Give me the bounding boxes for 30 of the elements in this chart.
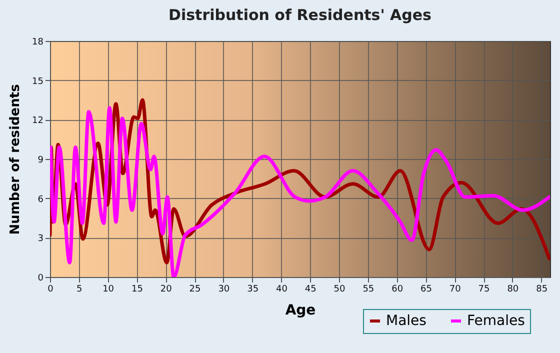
- y-tick-label: 3: [38, 234, 44, 244]
- legend-label: Females: [467, 313, 525, 329]
- x-tick-label: 70: [449, 284, 462, 294]
- x-tick-label: 10: [102, 284, 114, 294]
- y-tick-label: 18: [32, 38, 44, 48]
- x-tick-label: 65: [420, 284, 432, 294]
- x-axis-title: Age: [285, 302, 316, 318]
- x-tick-label: 5: [76, 284, 82, 294]
- x-tick-label: 15: [131, 284, 143, 294]
- x-tick-label: 60: [392, 284, 404, 294]
- x-tick-label: 25: [189, 284, 201, 294]
- x-tick-label: 85: [536, 284, 548, 294]
- x-tick-label: 40: [276, 284, 288, 294]
- y-tick-label: 6: [38, 194, 44, 205]
- x-tick-label: 50: [334, 284, 346, 294]
- y-tick-label: 12: [32, 116, 44, 126]
- y-tick-label: 15: [32, 76, 44, 87]
- y-tick-label: 9: [38, 156, 44, 166]
- x-tick-label: 80: [507, 284, 519, 294]
- chart-title: Distribution of Residents' Ages: [168, 6, 432, 24]
- x-tick-label: 0: [48, 284, 54, 294]
- x-tick-label: 35: [247, 284, 259, 294]
- x-tick-label: 20: [160, 284, 172, 294]
- x-tick-label: 75: [478, 284, 490, 294]
- y-axis-title: Number of residents: [8, 84, 24, 235]
- x-tick-label: 30: [218, 284, 230, 294]
- x-tick-label: 45: [304, 284, 316, 294]
- legend-label: Males: [386, 313, 426, 329]
- y-tick-label: 0: [38, 274, 44, 284]
- x-tick-label: 55: [362, 284, 374, 294]
